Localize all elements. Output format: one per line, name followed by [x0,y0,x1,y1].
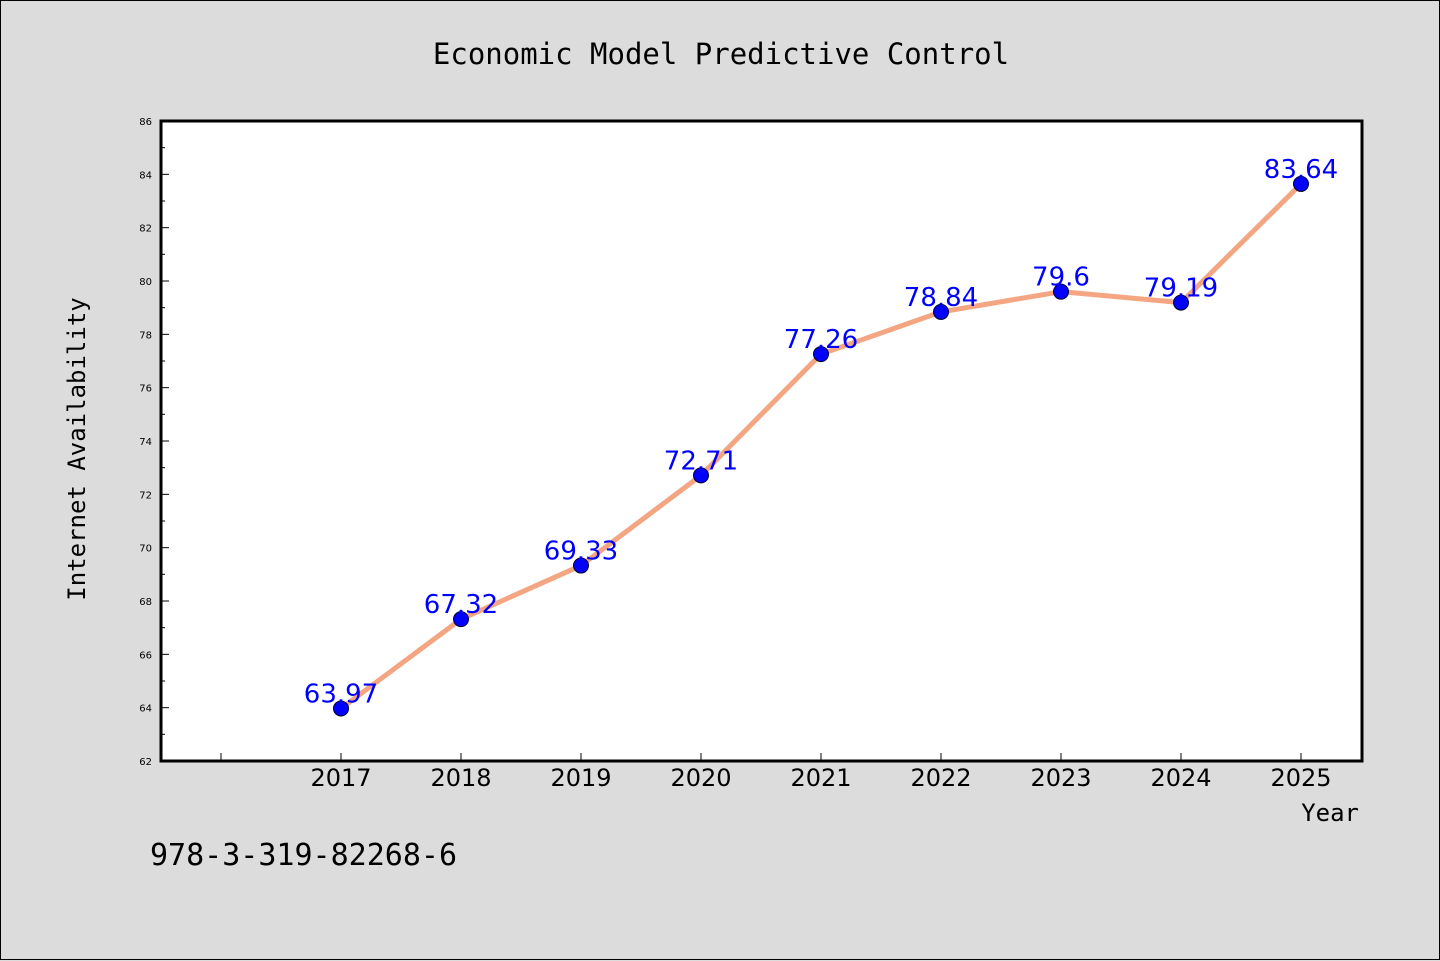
y-tick-label: 76 [139,384,152,395]
y-tick-label: 68 [139,597,152,608]
data-label: 72.71 [664,446,738,476]
data-label: 78.84 [904,283,978,313]
plot-area [159,119,1364,763]
data-point-marker [813,346,829,363]
x-tick-label: 2019 [550,764,611,792]
chart-title: Economic Model Predictive Control [433,37,1009,71]
y-axis: 62 64 66 68 70 72 74 76 78 80 82 84 86 [139,117,169,768]
x-tick-label: 2023 [1030,764,1091,792]
data-label: 63.97 [304,679,378,709]
y-axis-label: Internet Availability [63,297,91,600]
data-label: 77.26 [784,325,858,355]
x-axis: 2017 2018 2019 2020 2021 2022 2023 2024 2025 [220,753,1332,792]
y-tick-label: 84 [139,170,152,181]
footer-text: 978-3-319-82268-6 [150,838,457,873]
y-tick-label: 66 [139,650,152,661]
x-tick-label: 2020 [670,764,731,792]
x-axis-label: Year [1301,799,1359,827]
data-label: 79.6 [1032,263,1090,293]
x-tick-label: 2021 [790,764,851,792]
data-point-marker [1053,283,1069,300]
y-tick-label: 78 [139,330,152,341]
y-tick-label: 72 [139,490,152,501]
y-tick-label: 86 [139,117,152,128]
y-tick-label: 82 [139,224,152,235]
data-label: 79.19 [1144,274,1218,304]
data-label: 67.32 [424,590,498,620]
y-tick-label: 70 [139,544,152,555]
data-labels-group: 63.97 67.32 69.33 72.71 77.26 78.84 79.6 79.19 8… [304,155,1338,710]
series-line-group [333,175,1309,717]
data-label: 83.64 [1264,155,1338,185]
y-tick-label: 62 [139,757,152,768]
data-point-marker [1173,294,1189,311]
data-point-marker [933,303,949,320]
x-tick-label: 2024 [1150,764,1211,792]
data-point-marker [453,611,469,628]
data-point-marker [1293,175,1309,192]
data-point-marker [693,467,709,484]
y-tick-label: 80 [139,277,152,288]
y-tick-label: 74 [139,437,152,448]
data-point-marker [333,700,349,717]
x-tick-label: 2025 [1270,764,1331,792]
data-label: 69.33 [544,537,618,567]
x-tick-label: 2018 [430,764,491,792]
x-tick-label: 2022 [910,764,971,792]
data-point-marker [573,557,589,574]
y-tick-label: 64 [139,704,152,715]
x-tick-label: 2017 [310,764,371,792]
